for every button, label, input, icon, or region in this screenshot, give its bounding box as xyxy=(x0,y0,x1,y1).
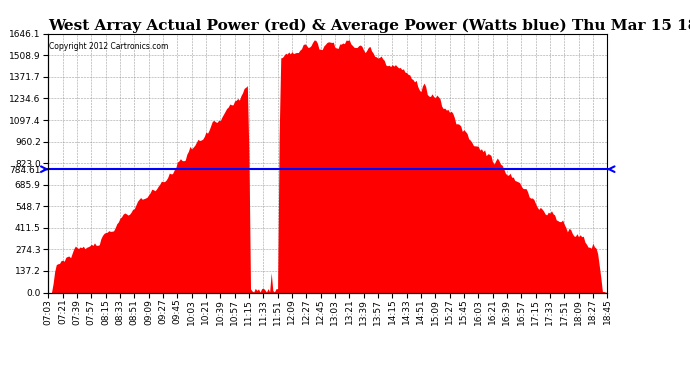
Text: Copyright 2012 Cartronics.com: Copyright 2012 Cartronics.com xyxy=(50,42,169,51)
Text: West Array Actual Power (red) & Average Power (Watts blue) Thu Mar 15 18:56: West Array Actual Power (red) & Average … xyxy=(48,18,690,33)
